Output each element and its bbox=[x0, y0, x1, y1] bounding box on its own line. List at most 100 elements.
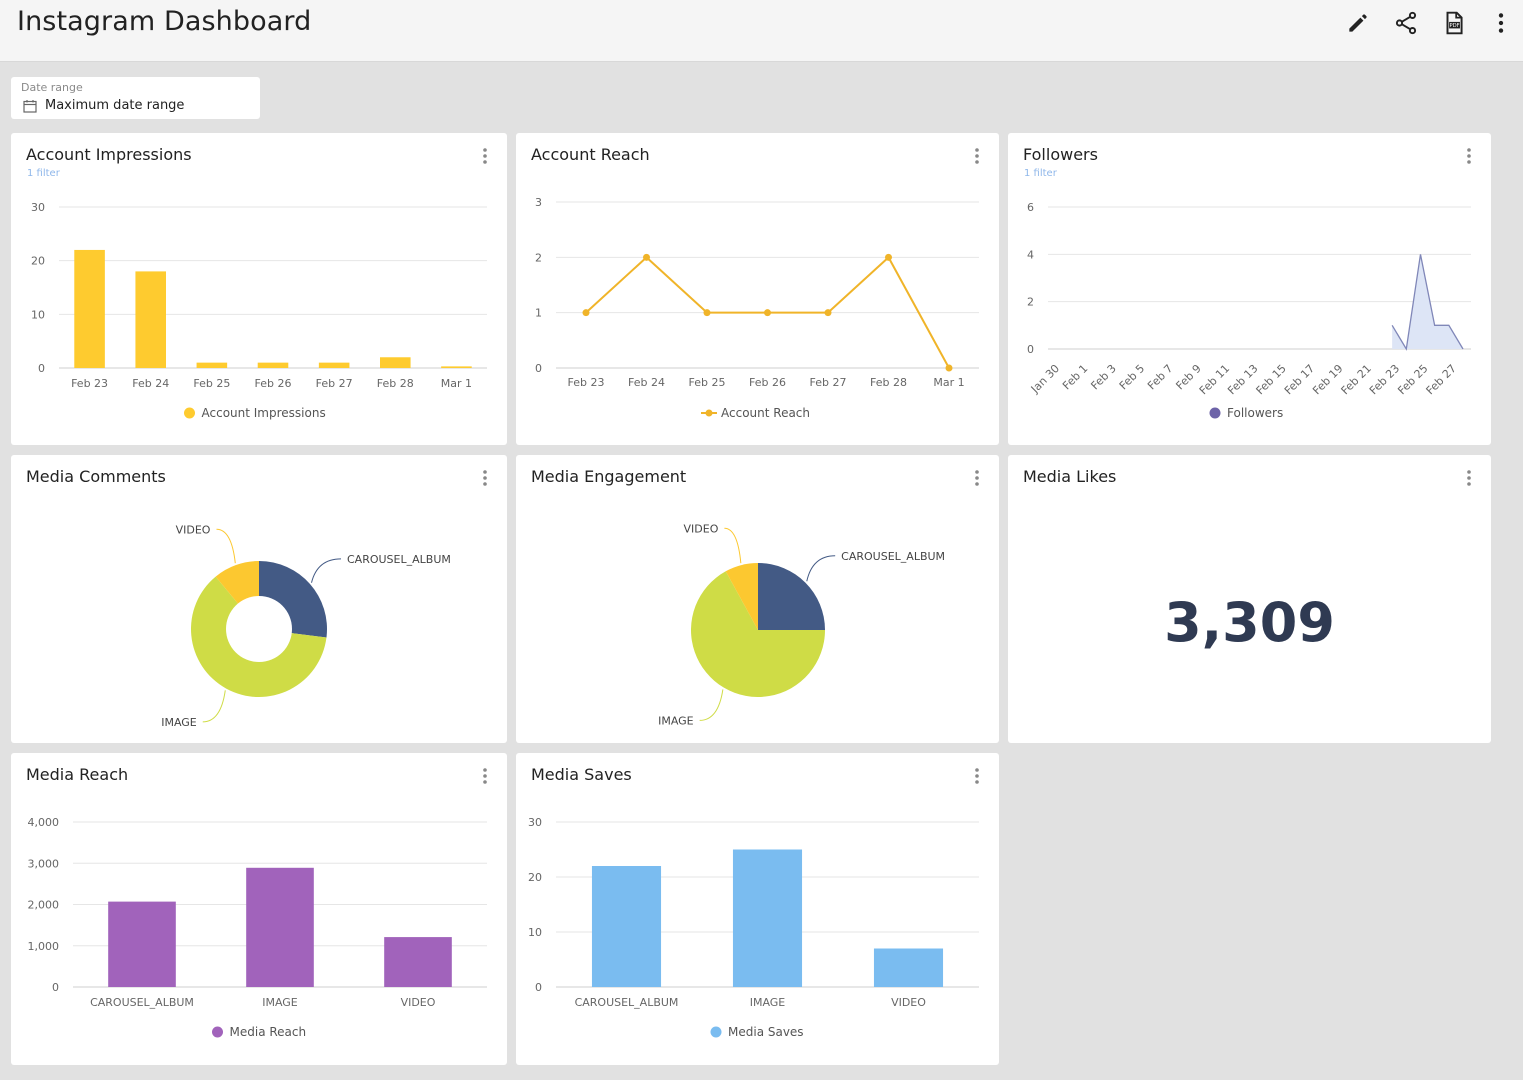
card-menu-button[interactable] bbox=[971, 469, 983, 489]
x-tick-label: Feb 27 bbox=[316, 377, 353, 390]
pie-slice bbox=[758, 563, 825, 630]
y-tick-label: 20 bbox=[528, 871, 542, 884]
filter-badge[interactable]: 1 filter bbox=[27, 168, 60, 179]
legend-marker bbox=[184, 407, 195, 419]
y-tick-label: 2 bbox=[535, 251, 542, 264]
legend-marker bbox=[212, 1026, 223, 1038]
top-bar: Instagram Dashboard PDF bbox=[0, 0, 1523, 62]
y-tick-label: 3,000 bbox=[28, 857, 60, 870]
bar bbox=[384, 937, 452, 987]
y-tick-label: 1 bbox=[535, 307, 542, 320]
legend-label: Media Saves bbox=[728, 1025, 804, 1039]
bar bbox=[246, 867, 314, 987]
x-tick-label: CAROUSEL_ALBUM bbox=[90, 996, 194, 1009]
data-point bbox=[945, 364, 953, 372]
x-tick-label: Feb 24 bbox=[132, 377, 169, 390]
data-point bbox=[824, 309, 832, 317]
x-tick-label: Feb 11 bbox=[1197, 362, 1232, 397]
y-tick-label: 4 bbox=[1027, 248, 1034, 261]
x-tick-label: Feb 25 bbox=[689, 376, 726, 389]
card-menu-button[interactable] bbox=[479, 767, 491, 787]
y-tick-label: 10 bbox=[31, 308, 45, 321]
card-title: Account Impressions bbox=[26, 145, 192, 164]
chart-svg: CAROUSEL_ALBUM IMAGE VIDEO bbox=[161, 523, 451, 729]
card-menu-button[interactable] bbox=[971, 147, 983, 167]
card-menu-button[interactable] bbox=[1463, 469, 1475, 489]
card-media-saves: Media Saves 0 10 20 30 CAROUSEL_ALBUM IMAGE VI… bbox=[516, 753, 999, 1065]
pencil-icon bbox=[1349, 14, 1367, 32]
x-tick-label: Feb 21 bbox=[1339, 362, 1374, 397]
y-tick-label: 1,000 bbox=[28, 940, 60, 953]
y-tick-label: 2,000 bbox=[28, 899, 60, 912]
card-account-impressions: Account Impressions 1 filter 0 10 20 30 Feb … bbox=[11, 133, 507, 445]
legend-label: Account Reach bbox=[721, 406, 810, 420]
chart-svg: 0 1 2 3 Feb 23 Feb 24 Feb 25 Feb 26 Feb 27 Feb 28… bbox=[535, 196, 979, 420]
card-account-reach: Account Reach 0 1 2 3 Feb 23 Feb 24 Feb 25 Feb … bbox=[516, 133, 999, 445]
card-menu-button[interactable] bbox=[479, 469, 491, 489]
chart-svg: 0 1,000 2,000 3,000 4,000 CAROUSEL_ALBUM IMAGE… bbox=[28, 816, 487, 1039]
legend-marker bbox=[1209, 407, 1221, 419]
x-tick-label: Feb 24 bbox=[628, 376, 665, 389]
y-tick-label: 0 bbox=[38, 362, 45, 375]
card-media-likes: Media Likes 3,309 bbox=[1008, 455, 1491, 743]
chart-legend: Followers bbox=[1209, 406, 1283, 420]
y-tick-label: 10 bbox=[528, 926, 542, 939]
card-title: Followers bbox=[1023, 145, 1098, 164]
bar bbox=[591, 866, 662, 987]
pie-slice bbox=[691, 571, 825, 697]
x-tick-label: Feb 1 bbox=[1060, 362, 1090, 392]
dashboard-title: Instagram Dashboard bbox=[17, 6, 312, 37]
label-connector bbox=[806, 555, 836, 582]
y-tick-label: 20 bbox=[31, 255, 45, 268]
card-menu-button[interactable] bbox=[1463, 147, 1475, 167]
filter-badge[interactable]: 1 filter bbox=[1024, 168, 1057, 179]
chart-legend: Media Saves bbox=[710, 1025, 804, 1039]
label-connector bbox=[202, 690, 226, 723]
legend-marker bbox=[710, 1026, 722, 1038]
bar bbox=[74, 249, 105, 368]
legend-label: Media Reach bbox=[230, 1025, 307, 1039]
x-tick-label: Feb 23 bbox=[71, 377, 108, 390]
x-tick-label: Feb 25 bbox=[1395, 362, 1430, 397]
more-vertical-icon bbox=[975, 768, 979, 784]
pdf-icon: PDF bbox=[1446, 11, 1463, 35]
card-menu-button[interactable] bbox=[479, 147, 491, 167]
x-tick-label: Feb 3 bbox=[1088, 362, 1118, 392]
y-tick-label: 0 bbox=[52, 981, 59, 994]
more-vertical-icon bbox=[483, 470, 487, 486]
slice-label: VIDEO bbox=[176, 523, 211, 536]
slice-label: IMAGE bbox=[658, 714, 694, 727]
share-icon bbox=[1395, 11, 1417, 35]
card-title: Media Saves bbox=[531, 765, 632, 784]
y-tick-label: 0 bbox=[1027, 343, 1034, 356]
card-title: Media Reach bbox=[26, 765, 129, 784]
x-tick-label: Feb 17 bbox=[1282, 362, 1317, 397]
edit-button[interactable] bbox=[1345, 10, 1371, 36]
more-options-button[interactable] bbox=[1488, 10, 1514, 36]
series-line bbox=[1391, 254, 1464, 351]
calendar-icon bbox=[23, 100, 37, 113]
y-tick-label: 3 bbox=[535, 196, 542, 209]
legend-marker-dot bbox=[705, 409, 713, 417]
y-tick-label: 6 bbox=[1027, 201, 1034, 214]
more-vertical-icon bbox=[483, 148, 487, 164]
x-tick-label: Feb 26 bbox=[255, 377, 292, 390]
label-connector bbox=[724, 527, 742, 564]
x-tick-label: Mar 1 bbox=[933, 376, 964, 389]
x-tick-label: Feb 28 bbox=[377, 377, 414, 390]
label-connector bbox=[216, 528, 236, 564]
card-media-reach: Media Reach 0 1,000 2,000 3,000 4,000 CAROUSE… bbox=[11, 753, 507, 1065]
pdf-export-button[interactable]: PDF bbox=[1441, 10, 1467, 36]
date-range-selector[interactable]: Date range Maximum date range bbox=[11, 77, 260, 119]
more-vertical-icon bbox=[975, 148, 979, 164]
x-tick-label: Feb 19 bbox=[1310, 362, 1345, 397]
bar bbox=[441, 366, 472, 368]
x-tick-label: Feb 27 bbox=[810, 376, 847, 389]
x-tick-label: Jan 30 bbox=[1028, 362, 1062, 396]
share-button[interactable] bbox=[1393, 10, 1419, 36]
data-point bbox=[582, 309, 590, 317]
slice-label: IMAGE bbox=[161, 716, 197, 729]
y-tick-label: 30 bbox=[31, 201, 45, 214]
card-menu-button[interactable] bbox=[971, 767, 983, 787]
card-title: Media Likes bbox=[1023, 467, 1117, 486]
